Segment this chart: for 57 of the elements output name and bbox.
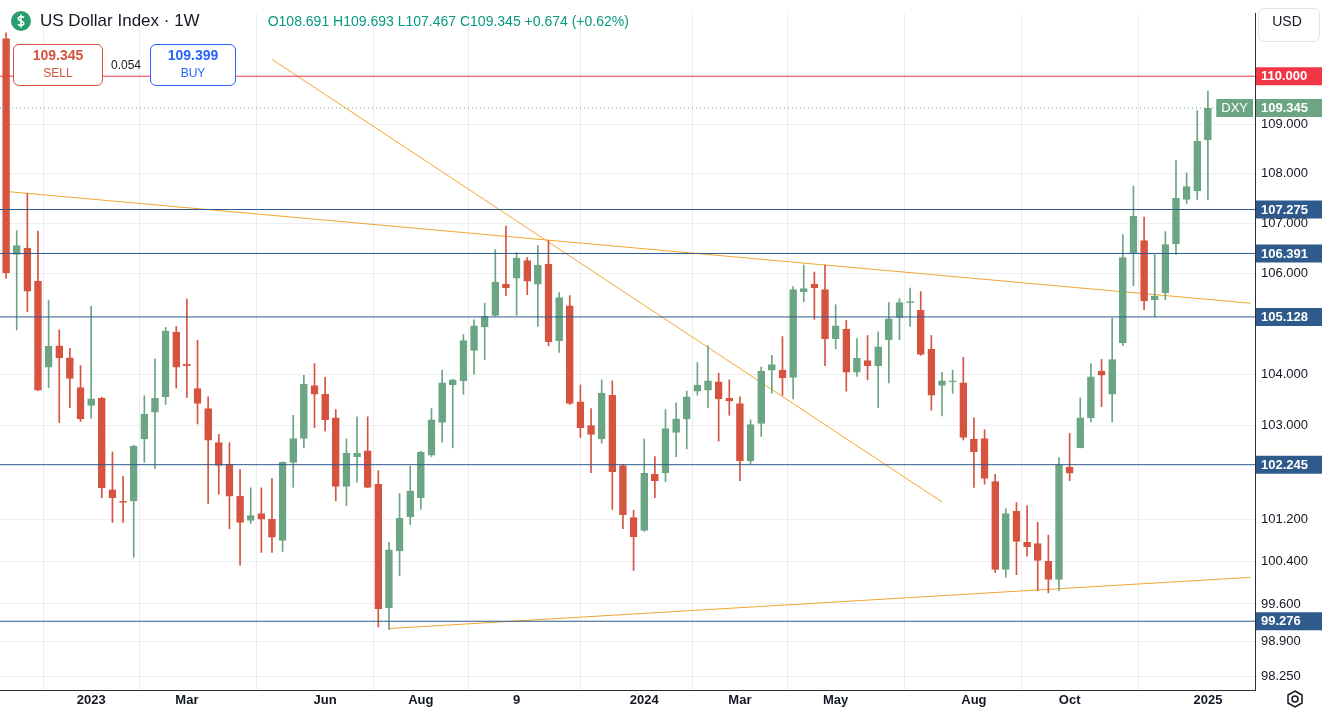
- annotation: SELL: [42, 65, 74, 82]
- annotation: 0.054: [110, 57, 142, 74]
- candlestick: [799, 264, 808, 303]
- y-tick-label: 100.400: [1261, 553, 1308, 569]
- candlestick: [268, 478, 276, 553]
- chart-subtitle: O108.691 H109.693 L107.467 C109.345 +0.674 (+0.62%): [267, 13, 629, 29]
- annotation: DXY: [1221, 100, 1249, 116]
- x-tick-label: Mar: [175, 692, 199, 708]
- chart-title: US Dollar Index · 1W: [40, 11, 200, 31]
- x-tick-label: Aug: [408, 692, 434, 708]
- candlestick: [246, 487, 255, 524]
- y-tick-label: 98.250: [1261, 668, 1301, 684]
- candlestick: [1150, 254, 1159, 318]
- annotation: 109.345: [31, 46, 85, 64]
- y-tick-label: 103.000: [1261, 417, 1308, 433]
- y-tick-label: 98.900: [1261, 633, 1301, 648]
- candlestick: [651, 456, 659, 499]
- candlestick: [502, 225, 510, 296]
- annotation: BUY: [179, 65, 207, 82]
- ref-line-label: 106.391: [1261, 245, 1308, 261]
- x-tick-label: Oct: [1058, 692, 1082, 708]
- ref-line-label: 107.275: [1261, 201, 1308, 217]
- y-tick-label: 107.000: [1261, 214, 1308, 230]
- x-tick-label: Jun: [313, 692, 337, 708]
- candlestick: [353, 416, 361, 483]
- y-tick-label: 99.600: [1261, 595, 1301, 611]
- x-tick-label: Aug: [961, 692, 987, 708]
- x-tick-label: Mar: [728, 692, 752, 708]
- candlestick: [768, 355, 776, 394]
- candlestick: [906, 287, 914, 327]
- x-tick-label: May: [823, 692, 850, 708]
- candlestick: [1023, 505, 1031, 557]
- y-tick-label: 109.000: [1261, 116, 1308, 132]
- x-tick-label: 2025: [1193, 692, 1223, 708]
- candlestick: [87, 305, 95, 419]
- candlestick: [151, 358, 159, 469]
- candlestick: [183, 298, 191, 398]
- candlestick: [970, 417, 978, 488]
- candlestick: [55, 329, 64, 423]
- ref-line-label: 110.000: [1261, 68, 1308, 84]
- y-tick-label: 104.000: [1261, 365, 1308, 381]
- y-tick-label: 108.000: [1261, 165, 1308, 181]
- x-tick-label: 9: [512, 692, 521, 708]
- ref-line-label: 105.128: [1261, 309, 1308, 325]
- candlestick: [12, 230, 21, 331]
- y-tick-label: 106.000: [1261, 264, 1308, 280]
- candlestick: [587, 408, 595, 474]
- text: USD: [1271, 12, 1303, 30]
- x-tick-label: 2024: [629, 692, 660, 708]
- ref-line-label: 102.245: [1261, 456, 1308, 472]
- annotation: 109.399: [166, 46, 220, 64]
- candlestick: [704, 345, 712, 408]
- candlestick: [938, 371, 946, 417]
- y-tick-label: 101.200: [1261, 510, 1308, 526]
- x-tick-label: 2023: [76, 692, 106, 708]
- ref-line-label: 99.276: [1261, 613, 1301, 629]
- ref-line-label: 109.345: [1261, 100, 1308, 116]
